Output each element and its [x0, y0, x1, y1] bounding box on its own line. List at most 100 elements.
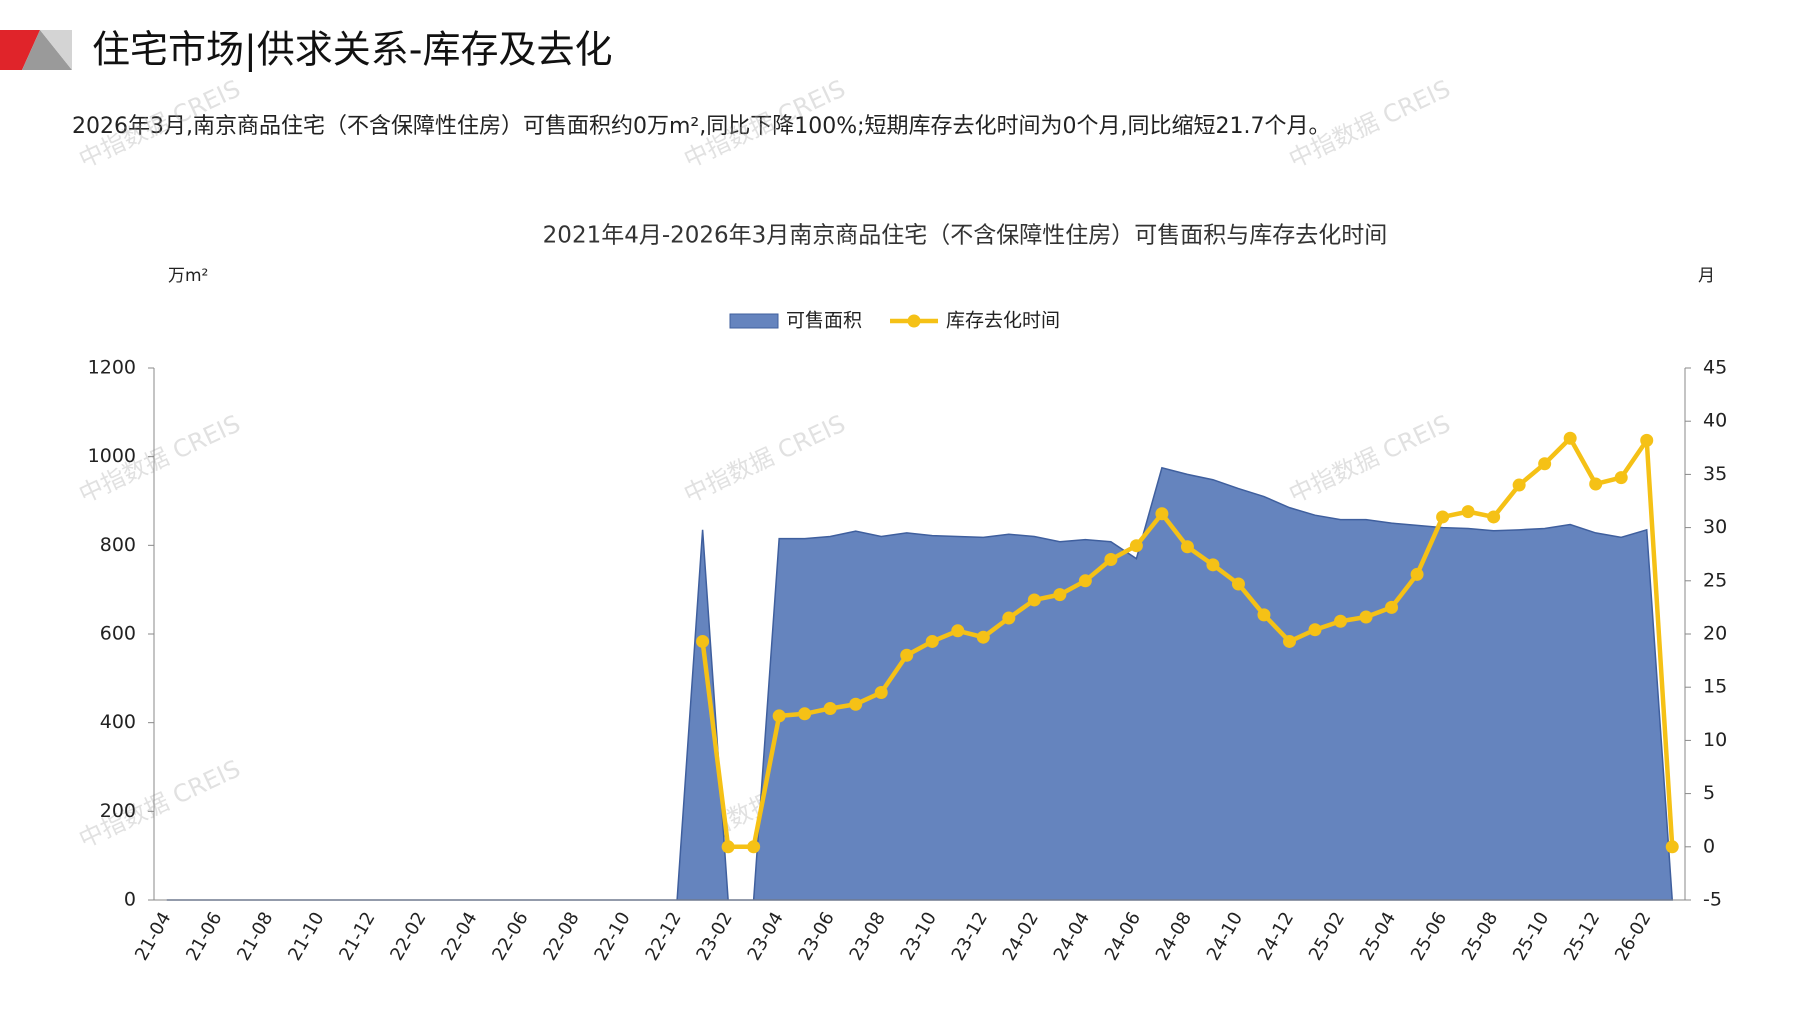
y-tick-label: 1200 [88, 357, 136, 379]
x-tick-label: 22-12 [641, 909, 685, 965]
line-point [874, 686, 888, 700]
line-point [925, 634, 939, 648]
x-tick-label: 24-12 [1254, 909, 1298, 965]
x-tick-label: 25-02 [1305, 909, 1349, 965]
line-point [823, 701, 837, 715]
line-point [1359, 610, 1373, 624]
line-point [1053, 588, 1067, 602]
y2-tick-label: 10 [1703, 729, 1727, 751]
y-tick-label: 200 [100, 800, 136, 822]
x-tick-label: 22-08 [539, 909, 583, 965]
x-tick-label: 26-02 [1611, 909, 1655, 965]
x-tick-label: 25-08 [1458, 909, 1502, 965]
line-point [798, 707, 812, 721]
x-tick-label: 25-12 [1560, 909, 1604, 965]
y2-tick-label: 45 [1703, 357, 1727, 379]
area [166, 466, 1674, 901]
line-point [1002, 611, 1016, 625]
line-point [1614, 471, 1628, 485]
line-point [1538, 457, 1552, 471]
x-tick-label: 23-10 [897, 909, 941, 965]
legend-swatch [729, 313, 779, 329]
line-point [1334, 614, 1348, 628]
x-tick-label: 22-02 [386, 909, 430, 965]
x-tick-label: 25-06 [1407, 909, 1451, 965]
x-tick-label: 23-02 [692, 909, 736, 965]
logo-red [0, 30, 40, 70]
line-point [1308, 623, 1322, 637]
line-point [772, 709, 786, 723]
x-tick-label: 24-10 [1203, 909, 1247, 965]
y2-tick-label: 20 [1703, 623, 1727, 645]
line-point [1589, 477, 1603, 491]
x-tick-label: 24-08 [1152, 909, 1196, 965]
y2-tick-label: 40 [1703, 410, 1727, 432]
line-point [721, 840, 735, 854]
line-point [900, 648, 914, 662]
summary: 2026年3月,南京商品住宅（不含保障性住房）可售面积约0万m²,同比下降100… [72, 114, 1331, 139]
line-point [976, 630, 990, 644]
line-point [1487, 510, 1501, 524]
legend-marker [907, 314, 921, 328]
page-title: 住宅市场|供求关系-库存及去化 [92, 28, 613, 73]
watermark: 中指数据 CREIS [680, 410, 850, 509]
x-tick-label: 21-10 [284, 909, 328, 965]
y2-tick-label: 0 [1703, 835, 1715, 857]
x-tick-label: 24-02 [999, 909, 1043, 965]
line-point [1665, 840, 1679, 854]
logo-light [40, 30, 72, 70]
line-point [1027, 593, 1041, 607]
x-tick-label: 24-06 [1101, 909, 1145, 965]
y2-tick-label: -5 [1703, 889, 1722, 911]
watermark: 中指数据 CREIS [1285, 410, 1455, 509]
line-point [1282, 634, 1296, 648]
y-axis-unit: 万m² [168, 266, 208, 286]
line-point [747, 840, 761, 854]
line-point [951, 624, 965, 638]
line-point [1257, 608, 1271, 622]
x-tick-label: 21-12 [335, 909, 379, 965]
line-point [1436, 510, 1450, 524]
line-point [1129, 539, 1143, 553]
line-point [849, 697, 863, 711]
x-tick-label: 24-04 [1050, 909, 1094, 965]
x-tick-label: 23-04 [743, 909, 787, 965]
y-tick-label: 800 [100, 534, 136, 556]
y2-tick-label: 15 [1703, 676, 1727, 698]
chart-title: 2021年4月-2026年3月南京商品住宅（不含保障性住房）可售面积与库存去化时… [543, 223, 1388, 249]
line-point [1206, 558, 1220, 572]
x-tick-label: 23-08 [846, 909, 890, 965]
y-tick-label: 600 [100, 623, 136, 645]
line-point [1180, 540, 1194, 554]
line-point [1078, 574, 1092, 588]
y2-tick-label: 35 [1703, 463, 1727, 485]
y-tick-label: 1000 [88, 445, 136, 467]
x-tick-label: 22-10 [590, 909, 634, 965]
x-tick-label: 21-06 [182, 909, 226, 965]
y2-tick-label: 30 [1703, 516, 1727, 538]
line-point [1563, 431, 1577, 445]
x-tick-label: 23-12 [948, 909, 992, 965]
line-point [1461, 505, 1475, 519]
line-point [1104, 553, 1118, 567]
line-point [1512, 478, 1526, 492]
line-point [1385, 600, 1399, 614]
x-tick-label: 22-06 [488, 909, 532, 965]
line-point [1155, 507, 1169, 521]
line-point [1410, 567, 1424, 581]
line-point [696, 634, 710, 648]
x-tick-label: 25-04 [1356, 909, 1400, 965]
legend-label: 可售面积 [786, 310, 862, 332]
y2-tick-label: 5 [1703, 782, 1715, 804]
y-tick-label: 0 [124, 889, 136, 911]
y-tick-label: 400 [100, 711, 136, 733]
line-point [1640, 433, 1654, 447]
logo-gray [22, 30, 72, 70]
x-tick-label: 21-08 [233, 909, 277, 965]
legend-label: 库存去化时间 [946, 310, 1060, 332]
line-point [1231, 577, 1245, 591]
x-tick-label: 21-04 [131, 909, 175, 965]
x-tick-label: 22-04 [437, 909, 481, 965]
